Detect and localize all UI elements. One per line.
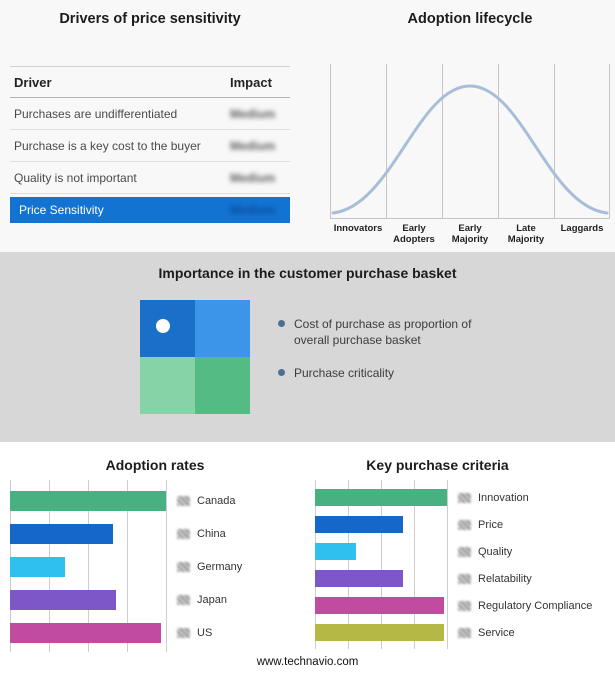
drivers-table-header: Driver Impact (10, 66, 290, 98)
driver-cell: Purchases are undifferentiated (14, 106, 178, 121)
summary-label: Price Sensitivity (19, 203, 104, 217)
bell-curve (331, 84, 609, 215)
impact-column-header: Impact (230, 74, 272, 90)
stage-label: Late Majority (507, 223, 545, 246)
bar-us (10, 622, 162, 643)
driver-cell: Purchase is a key cost to the buyer (14, 138, 201, 153)
stage-label: Early Majority (451, 223, 489, 246)
criteria-icon (458, 600, 471, 611)
drivers-table: Driver Impact Purchases are undifferenti… (10, 66, 290, 223)
criteria-chart-plot: Innovation Price Quality Relatability Re (315, 480, 592, 649)
basket-panel-title: Importance in the customer purchase bask… (158, 265, 457, 281)
legend-item: Purchase criticality (278, 365, 510, 381)
bar-row: Innovation (315, 484, 592, 511)
quadrant-marker-dot (156, 319, 170, 333)
summary-impact-blurred: Medium (230, 203, 276, 217)
bar-row: US (10, 616, 242, 649)
bar-row: Japan (10, 583, 242, 616)
legend-bullet-icon (278, 369, 285, 377)
flag-icon (177, 528, 190, 539)
impact-cell-blurred: Medium (230, 170, 276, 185)
stage-label: Early Adopters (393, 223, 435, 246)
bar-row: Service (315, 619, 592, 646)
bar-label: Japan (197, 593, 227, 606)
drivers-panel-title: Drivers of price sensitivity (59, 11, 241, 27)
bar-row: Canada (10, 484, 242, 517)
bar-row: Relatability (315, 565, 592, 592)
bar-label: China (197, 527, 226, 540)
bar-regulatory-compliance (315, 597, 445, 614)
adoption-chart-plot: Canada China Germany Japan US (10, 480, 242, 652)
flag-icon (177, 495, 190, 506)
bar-row: Quality (315, 538, 592, 565)
lifecycle-chart (330, 60, 610, 220)
bar-relatability (315, 570, 404, 587)
bar-row: China (10, 517, 242, 550)
bar-canada (10, 490, 166, 511)
legend-label: Cost of purchase as proportion of overal… (294, 317, 472, 348)
impact-cell-blurred: Medium (230, 106, 276, 121)
legend-bullet-icon (278, 320, 285, 327)
criteria-icon (458, 627, 471, 638)
bar-label: Quality (478, 545, 513, 558)
driver-column-header: Driver (14, 74, 52, 90)
price-sensitivity-summary-row: Price Sensitivity Medium (10, 197, 290, 223)
bar-label: Regulatory Compliance (478, 599, 593, 612)
criteria-chart-title: Key purchase criteria (366, 457, 509, 473)
flag-icon (177, 561, 190, 572)
bar-germany (10, 556, 65, 577)
bar-price (315, 516, 404, 533)
flag-icon (177, 594, 190, 605)
table-row: Quality is not important Medium (10, 162, 290, 194)
bar-row: Price (315, 511, 592, 538)
stage-label: Laggards (560, 223, 604, 234)
bar-label: Innovation (478, 491, 529, 504)
adoption-chart-title: Adoption rates (105, 457, 205, 473)
bar-innovation (315, 489, 447, 506)
bar-row: Regulatory Compliance (315, 592, 592, 619)
bar-label: Service (478, 626, 515, 639)
quadrant-matrix (140, 300, 250, 414)
quadrant-bottom-right (195, 357, 250, 414)
criteria-icon (458, 519, 471, 530)
stage-gridlines (330, 64, 610, 219)
bar-label: Canada (197, 494, 236, 507)
legend-label: Purchase criticality (294, 366, 395, 381)
basket-legend: Cost of purchase as proportion of overal… (278, 316, 510, 399)
impact-cell-blurred: Medium (230, 138, 276, 153)
bar-row: Germany (10, 550, 242, 583)
table-row: Purchases are undifferentiated Medium (10, 98, 290, 130)
bar-label: US (197, 626, 213, 639)
bar-china (10, 523, 113, 544)
driver-cell: Quality is not important (14, 170, 137, 185)
adoption-chart: Canada China Germany Japan US (10, 480, 242, 652)
bar-label: Price (478, 518, 504, 531)
quadrant-top-right (195, 300, 250, 357)
bar-label: Relatability (478, 572, 532, 585)
bar-quality (315, 543, 356, 560)
quadrant-bottom-left (140, 357, 195, 414)
bar-label: Germany (197, 560, 243, 573)
middle-gray-band (0, 252, 615, 442)
bar-service (315, 624, 445, 641)
legend-item: Cost of purchase as proportion of overal… (278, 316, 510, 348)
lifecycle-panel-title: Adoption lifecycle (407, 11, 533, 27)
lifecycle-curve-svg (330, 64, 610, 219)
criteria-icon (458, 492, 471, 503)
bar-japan (10, 589, 117, 610)
flag-icon (177, 627, 190, 638)
criteria-chart: Innovation Price Quality Relatability Re (315, 480, 592, 649)
criteria-icon (458, 546, 471, 557)
stage-label: Innovators (333, 223, 383, 234)
lifecycle-stage-labels: Innovators Early Adopters Early Majority… (330, 223, 610, 246)
footer-url: www.technavio.com (256, 656, 359, 668)
criteria-icon (458, 573, 471, 584)
table-row: Purchase is a key cost to the buyer Medi… (10, 130, 290, 162)
